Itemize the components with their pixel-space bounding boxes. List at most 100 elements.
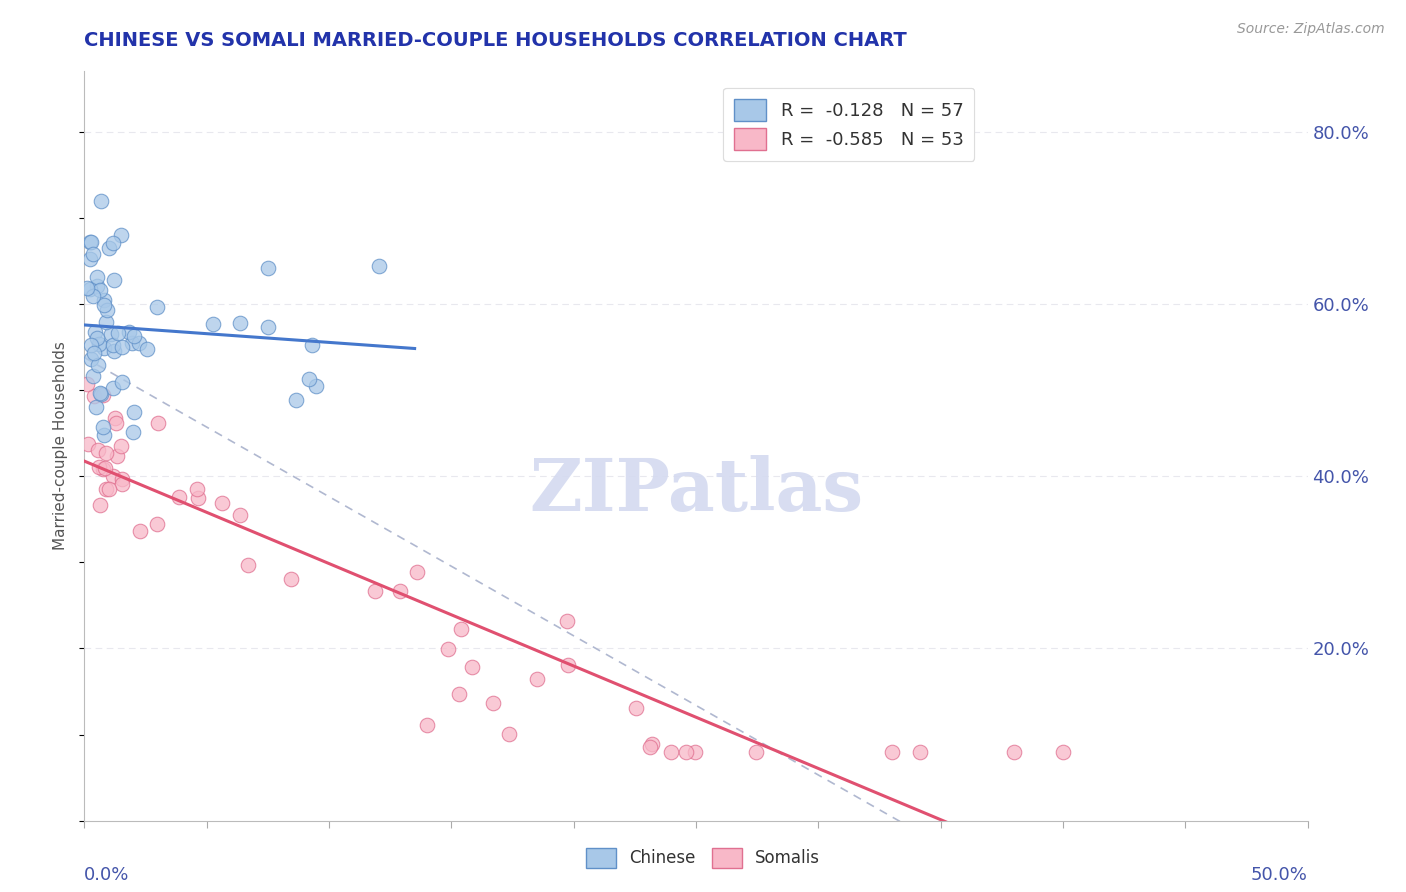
Point	[83, 326, 105, 340]
Point	[111, 476, 134, 491]
Point	[129, 524, 152, 538]
Point	[236, 558, 259, 572]
Point	[96, 302, 118, 317]
Point	[87, 358, 110, 372]
Point	[111, 340, 134, 354]
Point	[638, 740, 661, 755]
Text: ZIPatlas: ZIPatlas	[529, 456, 863, 526]
Point	[103, 469, 125, 483]
Point	[111, 375, 134, 389]
Point	[118, 325, 141, 339]
Point	[90, 387, 112, 401]
Point	[87, 442, 110, 457]
Point	[91, 388, 114, 402]
Point	[301, 337, 323, 351]
Point	[128, 335, 150, 350]
Point	[79, 252, 101, 267]
Point	[557, 657, 579, 672]
Point	[104, 416, 127, 430]
Point	[90, 194, 112, 208]
Point	[121, 336, 143, 351]
Point	[82, 289, 104, 303]
Point	[461, 660, 484, 674]
Point	[84, 400, 107, 414]
Point	[76, 376, 98, 391]
Point	[79, 235, 101, 250]
Point	[1002, 745, 1025, 759]
Point	[97, 241, 120, 255]
Point	[86, 269, 108, 284]
Point	[94, 460, 117, 475]
Point	[93, 342, 115, 356]
Point	[86, 331, 108, 345]
Point	[94, 315, 117, 329]
Point	[526, 672, 548, 686]
Legend: Chinese, Somalis: Chinese, Somalis	[579, 841, 827, 875]
Point	[79, 282, 101, 296]
Point	[229, 316, 252, 330]
Point	[76, 437, 98, 451]
Point	[211, 495, 233, 509]
Point	[450, 622, 472, 636]
Point	[93, 293, 115, 307]
Point	[675, 745, 697, 759]
Point	[256, 320, 278, 334]
Point	[80, 235, 103, 249]
Point	[100, 326, 122, 341]
Point	[101, 236, 124, 251]
Point	[89, 337, 111, 351]
Point	[447, 687, 470, 701]
Point	[87, 459, 110, 474]
Point	[146, 517, 169, 532]
Point	[76, 281, 98, 295]
Text: 50.0%: 50.0%	[1251, 865, 1308, 884]
Point	[93, 427, 115, 442]
Point	[122, 328, 145, 343]
Point	[122, 425, 145, 440]
Point	[298, 372, 321, 386]
Point	[93, 297, 115, 311]
Point	[187, 491, 209, 506]
Point	[91, 420, 114, 434]
Point	[167, 491, 190, 505]
Point	[146, 416, 169, 430]
Point	[557, 614, 579, 628]
Point	[626, 700, 648, 714]
Point	[229, 508, 252, 523]
Point	[482, 696, 505, 710]
Point	[498, 727, 520, 741]
Point	[285, 392, 308, 407]
Point	[104, 411, 127, 425]
Point	[91, 462, 114, 476]
Point	[405, 566, 427, 580]
Point	[280, 572, 302, 586]
Point	[82, 247, 104, 261]
Point	[107, 326, 129, 340]
Point	[94, 482, 117, 496]
Point	[89, 499, 111, 513]
Point	[683, 745, 706, 759]
Point	[105, 449, 128, 463]
Point	[83, 346, 105, 360]
Point	[80, 352, 103, 367]
Legend: R =  -0.128   N = 57, R =  -0.585   N = 53: R = -0.128 N = 57, R = -0.585 N = 53	[723, 88, 974, 161]
Y-axis label: Married-couple Households: Married-couple Households	[53, 342, 69, 550]
Point	[363, 584, 385, 599]
Point	[659, 745, 682, 759]
Point	[388, 584, 411, 599]
Point	[908, 745, 931, 759]
Text: Source: ZipAtlas.com: Source: ZipAtlas.com	[1237, 22, 1385, 37]
Point	[98, 482, 121, 496]
Point	[103, 343, 125, 358]
Point	[122, 405, 145, 419]
Point	[136, 343, 159, 357]
Point	[146, 300, 169, 314]
Point	[83, 389, 105, 403]
Point	[80, 338, 103, 352]
Point	[103, 338, 125, 352]
Point	[101, 381, 124, 395]
Point	[86, 278, 108, 293]
Point	[94, 446, 117, 460]
Point	[89, 283, 111, 297]
Point	[110, 439, 132, 453]
